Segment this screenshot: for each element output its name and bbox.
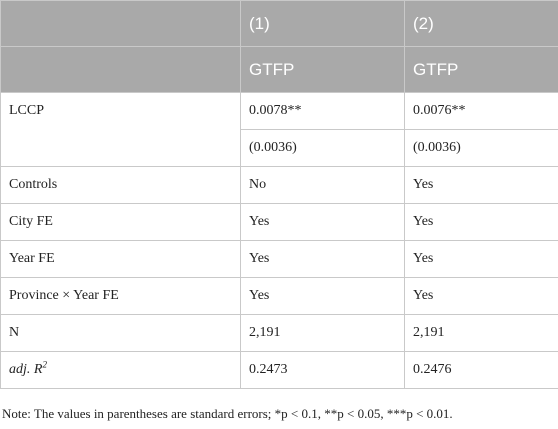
header-depvar-2: GTFP (404, 46, 558, 93)
table-row-lccp: LCCP 0.0078** 0.0076** (0, 92, 558, 167)
table-body: LCCP 0.0078** 0.0076** (0.0036) (0.0036)… (0, 92, 558, 389)
header-corner-bottom (0, 46, 241, 93)
cell-adj-r2-1: 0.2473 (240, 351, 405, 389)
cell-province-year-fe-1: Yes (240, 277, 405, 315)
row-label-lccp: LCCP (0, 92, 241, 167)
table-row-controls: Controls No Yes (0, 166, 558, 204)
header-corner-top (0, 0, 241, 47)
header-row-dependent-var: GTFP GTFP (0, 46, 558, 93)
cell-province-year-fe-2: Yes (404, 277, 558, 315)
cell-year-fe-1: Yes (240, 240, 405, 278)
header-model-2: (2) (404, 0, 558, 47)
cell-city-fe-2: Yes (404, 203, 558, 241)
header-depvar-1: GTFP (240, 46, 405, 93)
row-label-province-year-fe: Province × Year FE (0, 277, 241, 315)
cell-lccp-se-1: (0.0036) (240, 129, 405, 167)
adj-r-label: adj. R (9, 362, 43, 377)
cell-controls-1: No (240, 166, 405, 204)
table-row-adj-r2: adj. R2 0.2473 0.2476 (0, 351, 558, 389)
cell-n-2: 2,191 (404, 314, 558, 352)
cell-year-fe-2: Yes (404, 240, 558, 278)
row-label-n: N (0, 314, 241, 352)
table-row-lccp-se: (0.0036) (0.0036) (1, 129, 558, 167)
cell-lccp-se-2: (0.0036) (404, 129, 558, 167)
row-label-city-fe: City FE (0, 203, 241, 241)
table-row-city-fe: City FE Yes Yes (0, 203, 558, 241)
table-row-year-fe: Year FE Yes Yes (0, 240, 558, 278)
regression-table: (1) (2) GTFP GTFP LCCP 0.0078** 0.0076**… (0, 0, 558, 389)
table-note: Note: The values in parentheses are stan… (2, 406, 453, 421)
header-model-1: (1) (240, 0, 405, 47)
cell-lccp-coef-1: 0.0078** (240, 92, 405, 130)
cell-adj-r2-2: 0.2476 (404, 351, 558, 389)
header-row-model-numbers: (1) (2) (0, 0, 558, 47)
row-label-adj-r2: adj. R2 (0, 351, 241, 389)
cell-n-1: 2,191 (240, 314, 405, 352)
table-row-province-year-fe: Province × Year FE Yes Yes (0, 277, 558, 315)
row-label-controls: Controls (0, 166, 241, 204)
cell-lccp-coef-2: 0.0076** (404, 92, 558, 130)
table-header: (1) (2) GTFP GTFP (0, 0, 558, 93)
cell-controls-2: Yes (404, 166, 558, 204)
row-label-year-fe: Year FE (0, 240, 241, 278)
cell-city-fe-1: Yes (240, 203, 405, 241)
table-row-n: N 2,191 2,191 (0, 314, 558, 352)
r-squared-superscript: 2 (42, 359, 47, 370)
